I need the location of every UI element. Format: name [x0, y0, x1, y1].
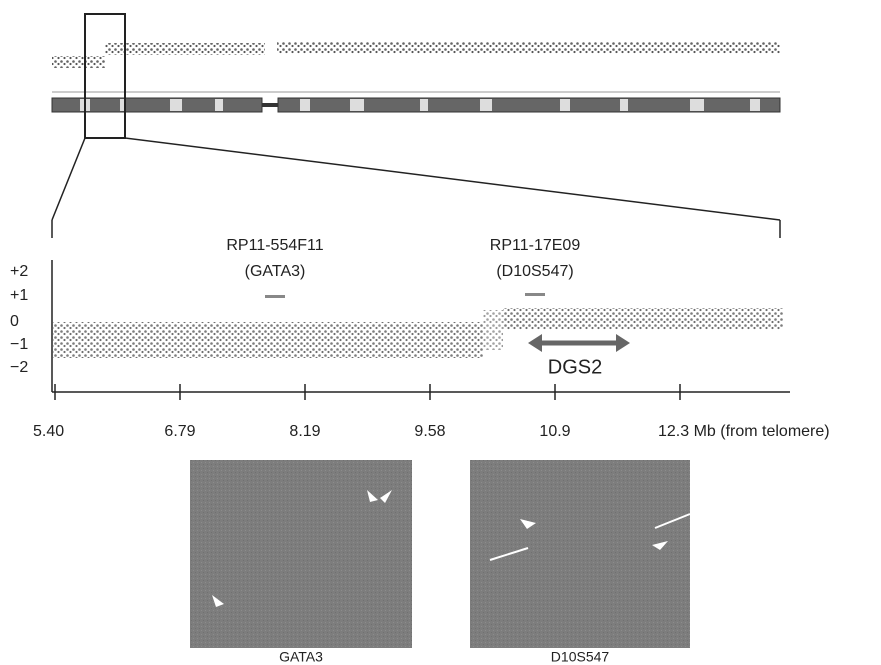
- overview-dots: [52, 56, 105, 68]
- y-tick-label: +2: [10, 263, 28, 280]
- zoom-line: [51, 137, 86, 221]
- zoom-line: [124, 137, 781, 221]
- x-tick-label: 5.40: [33, 423, 64, 440]
- x-tick-label: 10.9: [539, 423, 570, 440]
- centromere: [262, 103, 278, 107]
- arrow: [654, 513, 691, 529]
- fish-image: GATA3: [190, 460, 412, 665]
- log-ratio-dots: [503, 308, 783, 330]
- x-tick-label: 8.19: [289, 423, 320, 440]
- x-tick-label: 6.79: [164, 423, 195, 440]
- y-tick-label: 0: [10, 313, 19, 330]
- arrowhead: [652, 541, 668, 550]
- region-label: DGS2: [548, 356, 602, 378]
- arrowhead: [367, 490, 378, 502]
- probe-name: RP11-554F11: [226, 237, 323, 254]
- region-arrow-head: [616, 334, 630, 352]
- log-ratio-dots: [483, 310, 503, 350]
- x-tick-label: 12.3 Mb (from telomere): [658, 423, 830, 440]
- overview-dots: [277, 42, 780, 54]
- detail-plot: RP11-554F11 (GATA3) RP11-17E09 (D10S547)…: [10, 237, 830, 440]
- y-tick-label: −1: [10, 336, 28, 353]
- arrowhead: [212, 595, 224, 607]
- probe-marker: [265, 295, 285, 298]
- probe-name: RP11-17E09: [490, 237, 581, 254]
- y-tick-label: +1: [10, 287, 28, 304]
- zoom-box: [84, 13, 126, 139]
- micrograph: [470, 460, 690, 648]
- overview: [51, 13, 781, 238]
- region-arrow-head: [528, 334, 542, 352]
- y-tick-label: −2: [10, 359, 28, 376]
- probe-locus: (GATA3): [245, 263, 306, 280]
- probe-marker: [525, 293, 545, 296]
- image-caption: D10S547: [551, 649, 610, 665]
- ideogram: [277, 97, 781, 113]
- image-caption: GATA3: [279, 649, 323, 665]
- probe-locus: (D10S547): [496, 263, 573, 280]
- x-ticks: [54, 384, 681, 400]
- overview-dots: [105, 43, 265, 55]
- micrograph: [190, 460, 412, 648]
- arrowhead: [380, 490, 392, 503]
- fish-image: D10S547: [470, 460, 691, 665]
- log-ratio-dots: [53, 322, 483, 358]
- arrowhead: [520, 519, 536, 529]
- x-tick-label: 9.58: [414, 423, 445, 440]
- arrow: [489, 547, 529, 561]
- ideogram-bands: [80, 99, 760, 111]
